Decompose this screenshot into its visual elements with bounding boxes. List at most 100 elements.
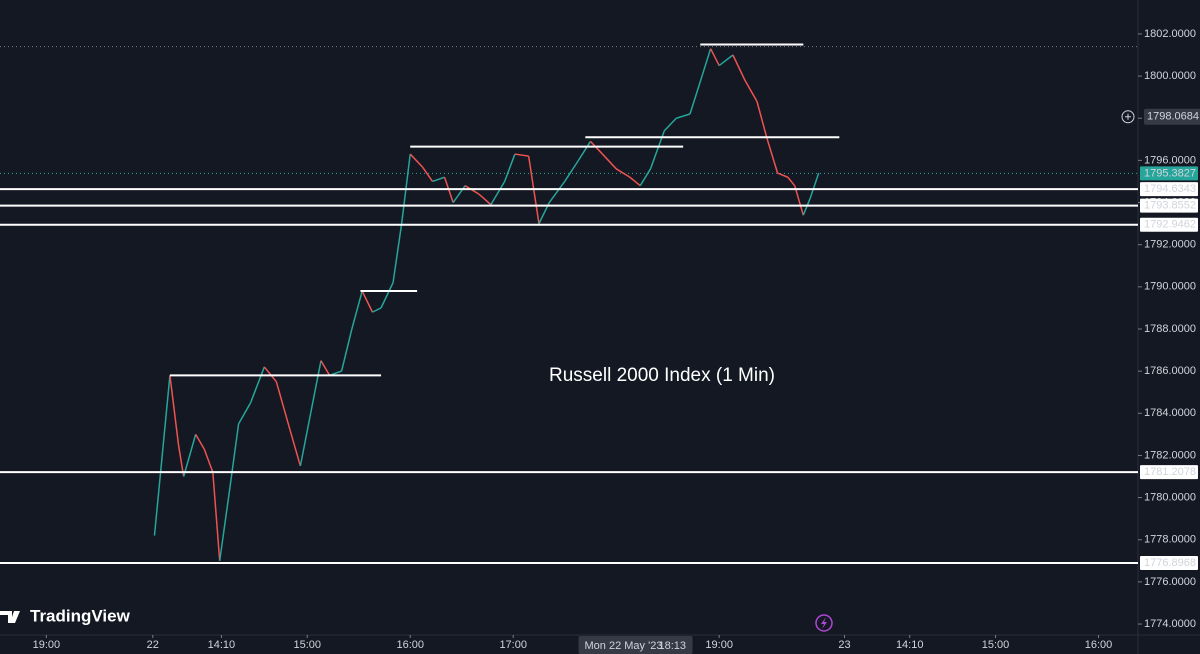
price-segment (203, 448, 214, 473)
price-segment (701, 48, 712, 77)
price-segment (212, 472, 221, 561)
y-tick-label: 1780.0000 (1144, 491, 1196, 503)
price-segment (663, 117, 677, 132)
add-button[interactable] (1121, 110, 1135, 124)
level-label: 1793.8552 (1144, 199, 1196, 211)
y-tick-label: 1786.0000 (1144, 365, 1196, 377)
price-segment (676, 113, 691, 119)
price-segment (601, 153, 617, 170)
alert-icon[interactable] (815, 614, 833, 632)
x-tick-label: 23 (838, 639, 850, 651)
price-segment (629, 176, 641, 187)
price-segment (153, 375, 171, 536)
price-segment (577, 141, 592, 161)
crosshair-date: Mon 22 May '23 (585, 640, 663, 652)
level-label: 1794.6343 (1144, 183, 1196, 195)
price-segment (432, 176, 445, 183)
crosshair-time-box (578, 636, 693, 654)
last-price-label: 1795.3827 (1144, 167, 1196, 179)
last-price-label-box (1140, 166, 1198, 181)
price-segment (589, 140, 604, 155)
price-segment (718, 54, 734, 67)
x-tick-label: 16:00 (396, 639, 424, 651)
price-segment (275, 381, 291, 431)
alert-ring[interactable] (815, 614, 833, 632)
y-tick-label: 1784.0000 (1144, 407, 1196, 419)
crosshair-price-box (1144, 108, 1200, 125)
price-segment (340, 328, 353, 372)
price-segment (195, 433, 205, 450)
price-segment (309, 360, 322, 414)
y-tick-label: 1796.0000 (1144, 154, 1196, 166)
price-segment (503, 153, 516, 182)
price-segment (289, 429, 302, 467)
price-segment (392, 223, 403, 283)
brand-name: TradingView (30, 606, 131, 625)
y-tick-label: 1782.0000 (1144, 449, 1196, 461)
price-segment (490, 181, 506, 206)
x-tick-label: 17:00 (499, 639, 527, 651)
price-segment (514, 153, 529, 157)
price-segment (777, 172, 789, 178)
x-tick-label: 19:00 (705, 639, 733, 651)
price-segment (361, 290, 374, 313)
price-segment (615, 168, 631, 178)
price-segment (182, 434, 197, 477)
price-segment (744, 79, 758, 102)
x-tick-label: 22 (147, 639, 159, 651)
x-tick-label: 19:00 (33, 639, 61, 651)
price-segment (169, 375, 180, 445)
price-segment (229, 423, 240, 488)
price-segment (320, 360, 331, 376)
price-segment (802, 198, 811, 216)
price-segment (299, 413, 312, 467)
y-tick-label: 1790.0000 (1144, 281, 1196, 293)
y-tick-label: 1778.0000 (1144, 534, 1196, 546)
x-tick-label: 15:00 (293, 639, 321, 651)
price-segment (218, 486, 231, 561)
y-tick-label: 1774.0000 (1144, 618, 1196, 630)
price-segment (478, 193, 492, 206)
price-segment (709, 48, 720, 66)
y-tick-label: 1776.0000 (1144, 576, 1196, 588)
x-tick-label: 14:10 (208, 639, 236, 651)
price-segment (380, 282, 394, 309)
y-tick-label: 1802.0000 (1144, 28, 1196, 40)
price-segment (409, 153, 423, 168)
level-label: 1776.8968 (1144, 557, 1196, 569)
price-segment (766, 139, 779, 174)
level-label-box (1140, 555, 1198, 570)
price-segment (372, 307, 382, 313)
price-segment (263, 366, 277, 383)
level-label: 1781.2078 (1144, 466, 1196, 478)
price-segment (351, 290, 363, 330)
level-label-box (1140, 217, 1198, 232)
y-tick-label: 1792.0000 (1144, 239, 1196, 251)
x-tick-label: 14:10 (896, 639, 924, 651)
price-segment (237, 402, 252, 425)
price-segment (249, 366, 266, 404)
level-label-box (1140, 182, 1198, 197)
price-segment (809, 172, 820, 199)
price-segment (793, 185, 805, 216)
crosshair-clock: 18:13 (659, 640, 687, 652)
price-segment (689, 75, 703, 115)
y-tick-label: 1788.0000 (1144, 323, 1196, 335)
price-segment (639, 168, 652, 187)
price-segment (732, 54, 746, 81)
brand: TradingView (0, 606, 131, 625)
alert-bolt[interactable] (821, 617, 827, 629)
level-label-box (1140, 465, 1198, 480)
crosshair-price: 1798.0684 (1147, 111, 1199, 123)
price-segment (787, 176, 796, 187)
level-label: 1792.9462 (1144, 219, 1196, 231)
level-label-box (1140, 198, 1198, 213)
y-tick-label: 1800.0000 (1144, 70, 1196, 82)
price-segment (421, 166, 434, 182)
x-tick-label: 16:00 (1085, 639, 1113, 651)
price-segment (548, 181, 566, 203)
price-segment (564, 159, 580, 182)
chart-title: Russell 2000 Index (1 Min) (549, 365, 775, 386)
